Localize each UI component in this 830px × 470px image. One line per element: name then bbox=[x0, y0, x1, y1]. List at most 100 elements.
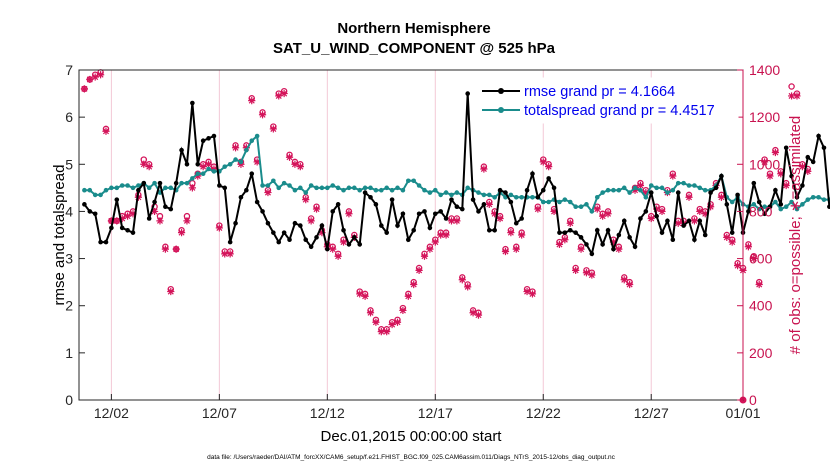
rmse-point bbox=[524, 187, 530, 193]
obs-assimilated-marker bbox=[653, 205, 661, 213]
spread-point bbox=[260, 183, 265, 188]
rmse-point bbox=[379, 223, 384, 228]
obs-assimilated-marker bbox=[620, 276, 628, 284]
obs-assimilated-marker bbox=[734, 262, 742, 270]
spread-point bbox=[119, 183, 125, 188]
obs-assimilated-marker bbox=[107, 217, 115, 225]
spread-point bbox=[492, 194, 497, 200]
obs-assimilated-marker bbox=[123, 212, 132, 220]
obs-assimilated-marker bbox=[404, 292, 412, 300]
rmse-point bbox=[373, 202, 379, 207]
y-axis-left-ticks: 0 1 2 3 4 5 6 7 bbox=[65, 62, 85, 408]
spread-point bbox=[540, 199, 546, 205]
spread-point bbox=[805, 197, 811, 202]
obs-assimilated-marker bbox=[582, 269, 591, 277]
plot-area: 12/02 12/07 12/12 12/17 12/22 12/27 01/01 0 1 2 3… bbox=[65, 62, 830, 421]
obs-assimilated-marker bbox=[491, 210, 499, 218]
obs-assimilated-marker bbox=[539, 158, 547, 166]
obs-assimilated-marker bbox=[113, 217, 121, 225]
rmse-point bbox=[271, 230, 276, 235]
x-tick-label: 12/27 bbox=[634, 405, 669, 421]
rmse-point bbox=[557, 230, 562, 235]
y2-tick-label: 200 bbox=[749, 345, 773, 361]
spread-point bbox=[816, 194, 821, 200]
y-tick-label: 6 bbox=[65, 109, 73, 125]
rmse-point bbox=[195, 161, 201, 167]
obs-assimilated-marker bbox=[383, 328, 391, 336]
y-tick-label: 0 bbox=[65, 392, 73, 408]
obs-assimilated-marker bbox=[507, 229, 515, 237]
obs-assimilated-marker bbox=[140, 160, 148, 168]
obs-assimilated-marker bbox=[156, 217, 164, 225]
obs-assimilated-marker bbox=[199, 163, 207, 171]
rmse-point bbox=[454, 204, 460, 210]
rmse-point bbox=[260, 209, 265, 214]
obs-assimilated-marker bbox=[258, 111, 267, 119]
obs-assimilated-marker bbox=[534, 205, 542, 213]
y-axis-right-ticks: 0 200 400 600 800 1000 1200 1400 bbox=[737, 62, 780, 408]
rmse-point bbox=[584, 242, 589, 247]
rmse-point bbox=[173, 180, 179, 186]
obs-assimilated-marker bbox=[248, 97, 256, 105]
spread-point bbox=[98, 192, 103, 198]
spread-point bbox=[346, 185, 352, 191]
spread-point bbox=[751, 202, 757, 207]
legend-spread-marker bbox=[498, 107, 504, 113]
spread-point bbox=[238, 159, 244, 165]
rmse-point bbox=[330, 209, 336, 214]
obs-assimilated-marker bbox=[302, 196, 310, 204]
rmse-point bbox=[254, 199, 260, 205]
spread-point bbox=[530, 194, 535, 200]
spread-point bbox=[621, 185, 627, 191]
rmse-point bbox=[789, 173, 794, 179]
spread-point bbox=[508, 192, 514, 198]
rmse-point bbox=[627, 235, 632, 240]
spread-point bbox=[546, 199, 551, 205]
obs-assimilated-marker bbox=[183, 217, 191, 225]
rmse-point bbox=[449, 197, 454, 202]
rmse-point bbox=[389, 197, 395, 202]
rmse-point bbox=[762, 211, 767, 217]
rmse-point bbox=[616, 232, 622, 238]
obs-assimilated-marker bbox=[91, 73, 99, 81]
spread-point bbox=[82, 187, 87, 193]
obs-assimilated-marker bbox=[528, 290, 537, 298]
spread-point bbox=[292, 187, 298, 193]
rmse-point bbox=[465, 91, 470, 96]
rmse-point bbox=[416, 211, 422, 217]
rmse-point bbox=[422, 209, 427, 214]
rmse-point bbox=[432, 211, 438, 217]
obs-assimilated-marker bbox=[728, 238, 736, 246]
obs-assimilated-marker bbox=[437, 231, 445, 239]
obs-assimilated-marker bbox=[372, 318, 380, 326]
spread-point bbox=[92, 192, 98, 198]
rmse-point bbox=[265, 220, 271, 226]
x-tick-label: 12/02 bbox=[94, 405, 129, 421]
spread-point bbox=[702, 187, 708, 193]
obs-assimilated-marker bbox=[204, 160, 213, 168]
spread-point bbox=[265, 183, 271, 188]
obs-assimilated-marker bbox=[345, 210, 353, 218]
obs-assimilated-marker bbox=[118, 214, 126, 223]
rmse-point bbox=[551, 185, 557, 191]
rmse-point bbox=[816, 133, 821, 139]
obs-assimilated-marker bbox=[415, 266, 423, 274]
rmse-point bbox=[303, 237, 309, 243]
spread-point bbox=[179, 180, 184, 186]
spread-point bbox=[643, 194, 649, 200]
obs-assimilated-marker bbox=[512, 245, 520, 253]
rmse-point bbox=[632, 244, 638, 250]
rmse-point bbox=[103, 239, 109, 245]
obs-assimilated-marker bbox=[194, 172, 202, 180]
obs-assimilated-marker bbox=[545, 163, 553, 171]
rmse-point bbox=[357, 242, 363, 247]
obs-assimilated-marker bbox=[566, 219, 574, 227]
rmse-point bbox=[773, 187, 778, 193]
spread-point bbox=[389, 187, 395, 193]
spread-point bbox=[486, 192, 492, 198]
spread-point bbox=[146, 185, 152, 191]
spread-point bbox=[670, 187, 676, 193]
obs-assimilated-marker bbox=[787, 92, 796, 100]
rmse-point bbox=[427, 225, 433, 231]
spread-point bbox=[422, 187, 427, 193]
